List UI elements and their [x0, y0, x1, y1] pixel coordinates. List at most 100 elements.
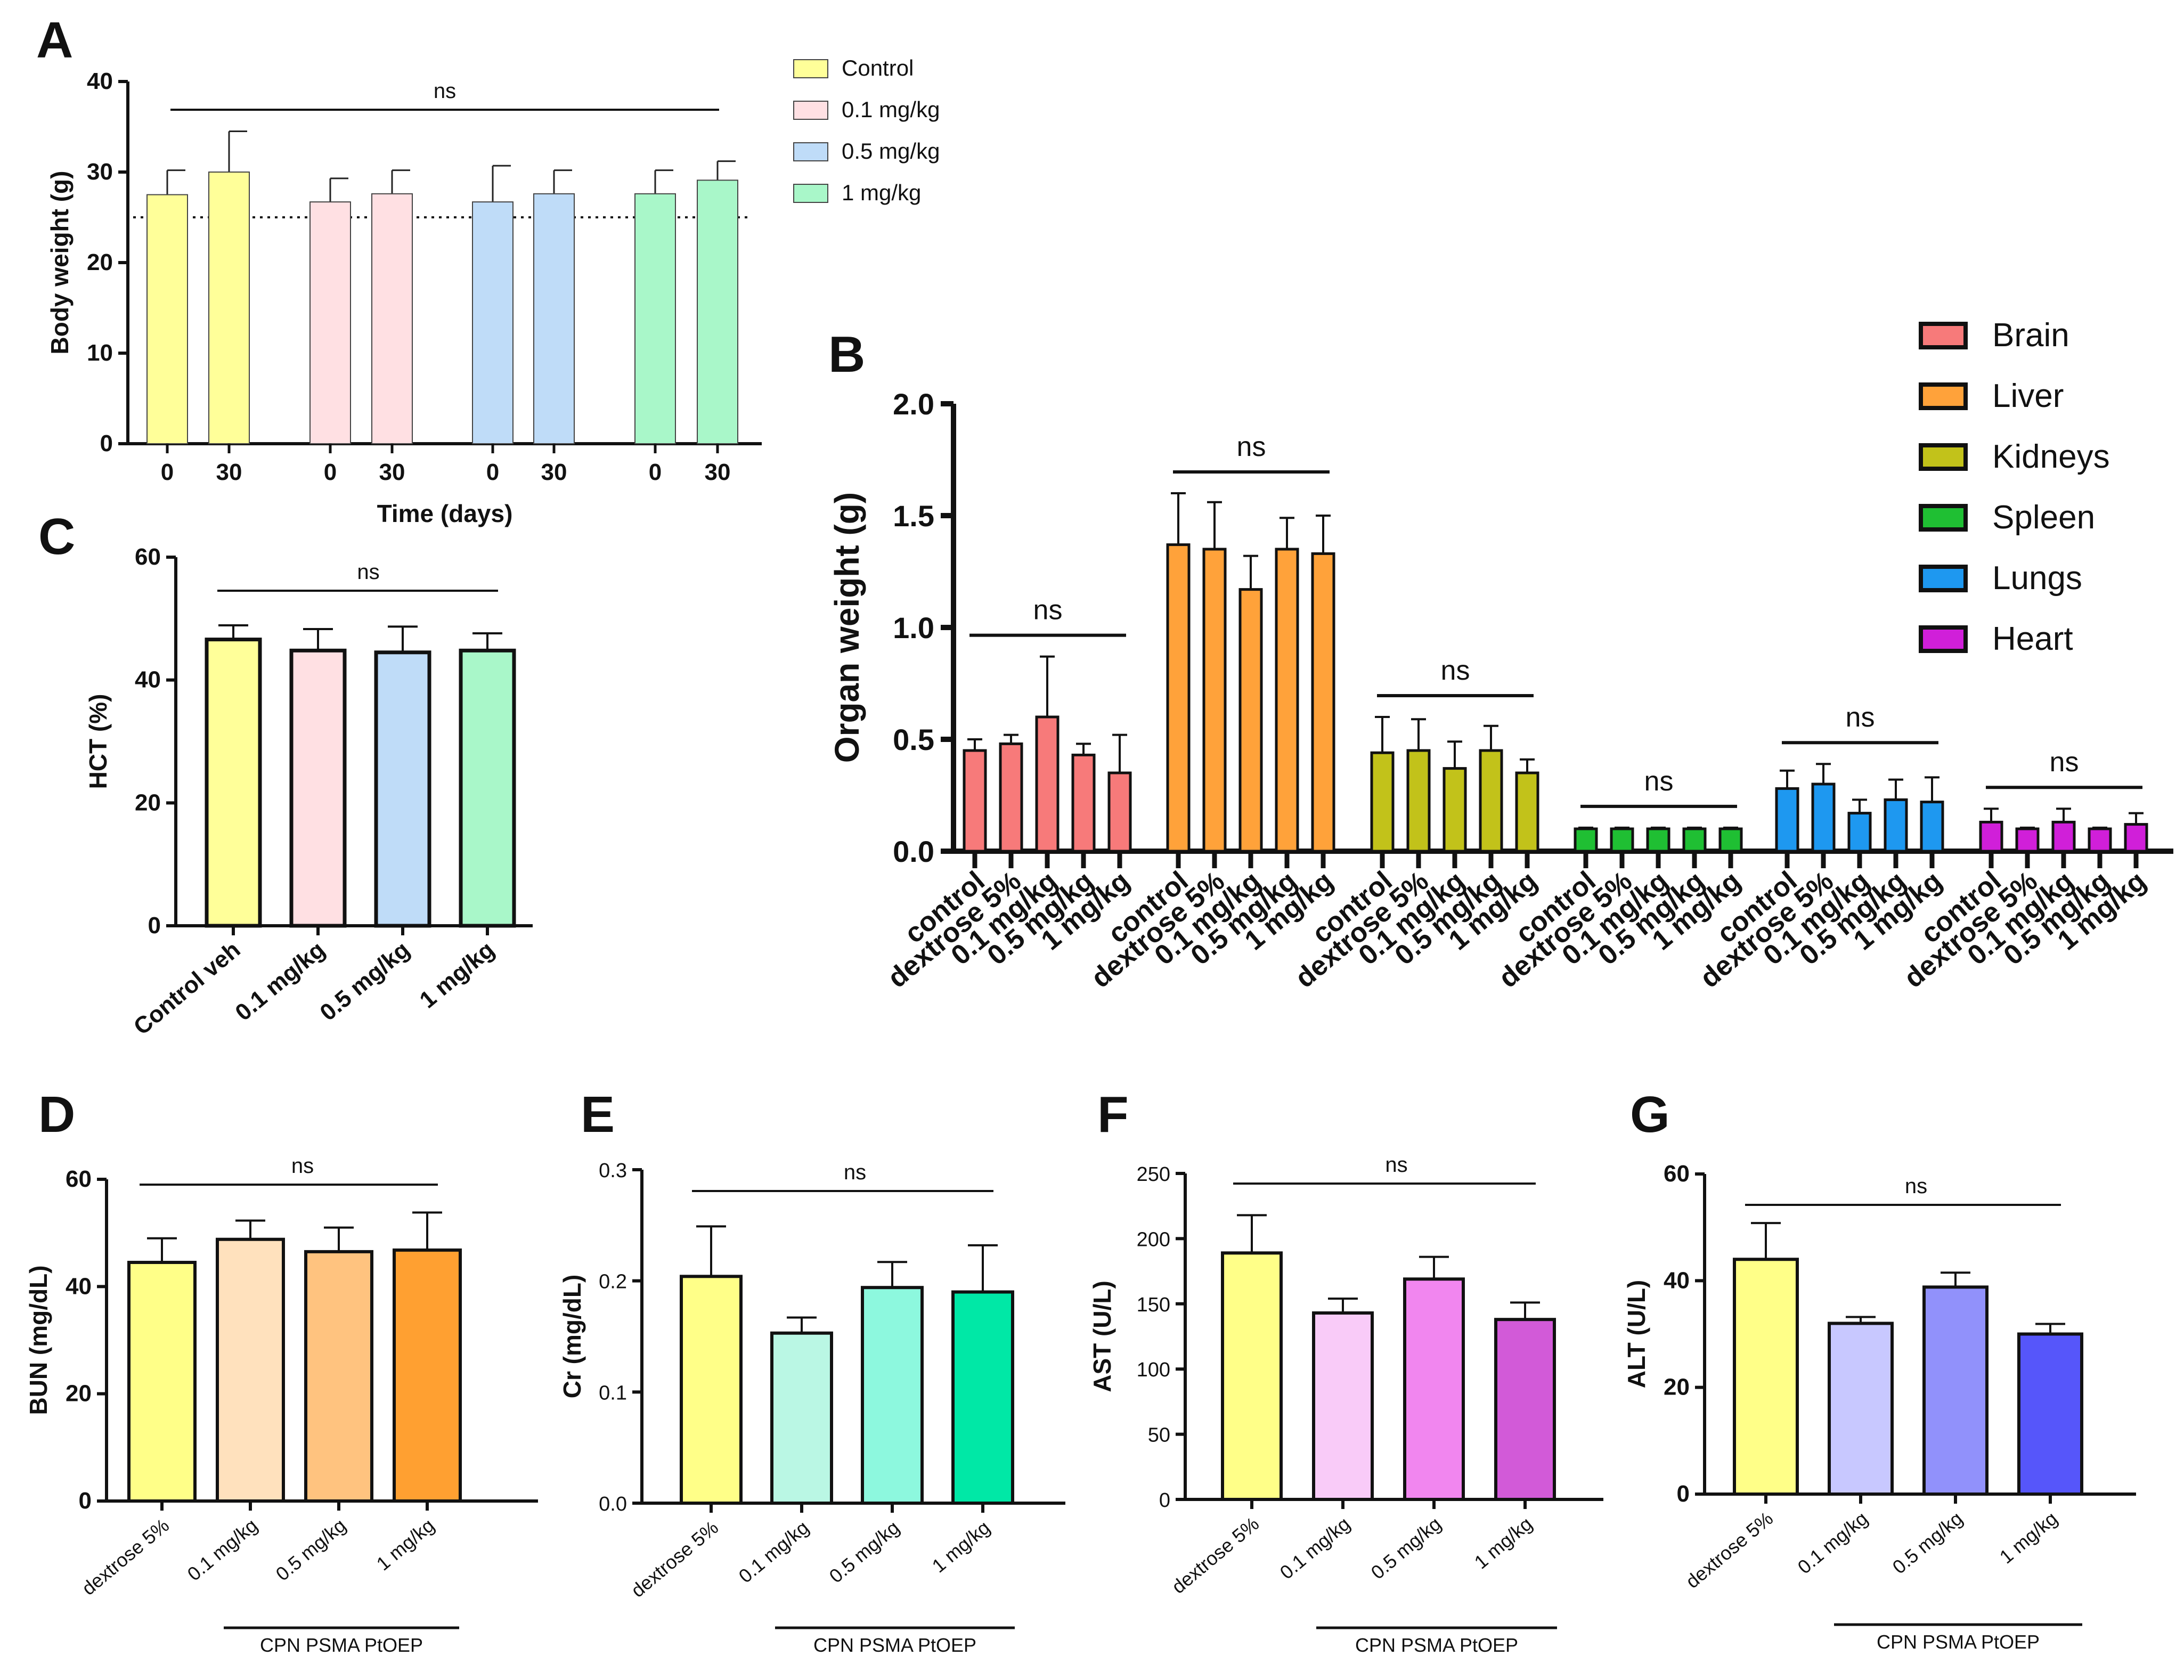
- y-axis-title: BUN (mg/dL): [25, 1265, 52, 1415]
- bar: [205, 638, 262, 928]
- bar: [1494, 1318, 1556, 1502]
- bar: [2017, 1332, 2083, 1496]
- bar: [1718, 827, 1743, 853]
- panel-d: D 0 20 40 60 BUN (mg/dL) dextrose 5% 0.1 mg/kg 0…: [25, 1086, 538, 1656]
- x-tick-label: 1 mg/kg: [1995, 1507, 2061, 1568]
- bar: [374, 650, 431, 928]
- bar: [1166, 543, 1191, 853]
- bar: [472, 201, 514, 444]
- x-tick-label: 0.1 mg/kg: [1276, 1513, 1354, 1584]
- x-tick-label: 0.1 mg/kg: [183, 1514, 262, 1585]
- bar: [680, 1275, 743, 1505]
- significance-label: ns: [291, 1154, 314, 1178]
- x-tick-label: 30: [379, 459, 405, 485]
- y-axis-title: Organ weight (g): [828, 492, 866, 763]
- bar: [1479, 749, 1503, 853]
- bar: [1443, 767, 1467, 853]
- y-tick-label: 0: [1677, 1481, 1690, 1507]
- legend-swatch: [793, 59, 828, 78]
- x-tick-label: 0: [161, 459, 174, 485]
- bar: [1238, 588, 1263, 853]
- bar: [2088, 827, 2112, 853]
- legend-label: 0.5 mg/kg: [842, 138, 940, 164]
- x-axis-title: Time (days): [377, 500, 513, 527]
- significance-label: ns: [1644, 766, 1674, 797]
- significance-label: ns: [1846, 702, 1875, 733]
- y-tick-label: 20: [1664, 1374, 1690, 1400]
- y-tick-label: 20: [135, 789, 161, 815]
- x-tick-label: 30: [216, 459, 242, 485]
- legend-label: Lungs: [1992, 560, 2082, 597]
- legend-label: 1 mg/kg: [842, 180, 921, 205]
- panel-e: E 0.0 0.1 0.2 0.3 Cr (mg/dL) dextrose 5% 0.1 mg…: [558, 1086, 1065, 1656]
- y-tick-label: 1.5: [893, 499, 934, 533]
- significance-label: ns: [434, 79, 456, 103]
- legend-swatch: [1919, 382, 1968, 410]
- bar: [1610, 827, 1634, 853]
- y-axis-title: HCT (%): [84, 694, 112, 789]
- significance-label: ns: [2050, 747, 2079, 778]
- y-tick-label: 250: [1137, 1163, 1170, 1186]
- bar: [1646, 827, 1670, 853]
- y-tick-label: 200: [1137, 1228, 1170, 1251]
- x-tick-label: 0: [324, 459, 337, 485]
- x-tick-label: 1 mg/kg: [1470, 1513, 1536, 1573]
- y-tick-label: 30: [87, 159, 113, 185]
- group-label: CPN PSMA PtOEP: [1877, 1631, 2040, 1653]
- significance-label: ns: [1033, 595, 1063, 626]
- bar: [1682, 827, 1707, 853]
- bar: [533, 193, 575, 444]
- bar: [1920, 801, 1944, 853]
- y-tick-label: 0.3: [599, 1160, 627, 1182]
- panel-a: A 0 10 20 30 40 Body weight (g) 0 30 0 30 0 30 0 30 Tim…: [36, 12, 940, 527]
- x-tick-label: Control veh: [129, 936, 246, 1040]
- bar: [1979, 820, 2003, 853]
- y-tick-label: 40: [1664, 1267, 1690, 1293]
- bar: [963, 749, 987, 853]
- significance-label: ns: [1385, 1153, 1407, 1177]
- panel-f: F 0 50 100 150 200 250 AST (U/L) dextrose 5% 0.1 …: [1088, 1086, 1603, 1656]
- legend-swatch: [1919, 322, 1968, 349]
- significance-label: ns: [1905, 1175, 1927, 1198]
- legend-label: Liver: [1992, 378, 2064, 414]
- y-tick-label: 0.2: [599, 1271, 627, 1293]
- x-tick-label: 1 mg/kg: [928, 1516, 994, 1577]
- x-tick-label: 0: [486, 459, 499, 485]
- x-tick-label: 0.5 mg/kg: [1367, 1513, 1445, 1584]
- bar: [1071, 753, 1096, 853]
- bar: [999, 742, 1023, 853]
- bar: [2015, 827, 2040, 853]
- bar: [371, 193, 413, 444]
- y-tick-label: 0: [100, 430, 113, 456]
- x-tick-label: 0.5 mg/kg: [825, 1516, 903, 1587]
- legend-label: Kidneys: [1992, 438, 2110, 475]
- x-tick-label: dextrose 5%: [1681, 1507, 1777, 1593]
- y-tick-label: 1.0: [893, 611, 934, 645]
- legend-swatch: [793, 142, 828, 161]
- bar: [2051, 820, 2076, 853]
- y-tick-label: 10: [87, 340, 113, 366]
- panel-letter: F: [1097, 1086, 1129, 1143]
- bar: [1922, 1285, 1989, 1496]
- x-tick-label: 1 mg/kg: [415, 936, 500, 1013]
- bar: [1311, 552, 1335, 853]
- y-tick-label: 0: [148, 912, 161, 939]
- bar: [1884, 798, 1908, 853]
- y-tick-label: 0: [1159, 1489, 1170, 1512]
- bar: [951, 1290, 1014, 1505]
- significance-label: ns: [357, 560, 379, 584]
- y-tick-label: 50: [1148, 1424, 1170, 1447]
- y-axis-title: AST (U/L): [1088, 1281, 1116, 1392]
- bar: [1515, 771, 1539, 853]
- bar: [1312, 1311, 1374, 1502]
- bar: [1035, 715, 1060, 853]
- y-tick-label: 60: [66, 1166, 92, 1192]
- x-tick-label: 30: [705, 459, 731, 485]
- y-tick-label: 0.1: [599, 1382, 627, 1404]
- group-label: CPN PSMA PtOEP: [260, 1634, 423, 1656]
- y-tick-label: 0.5: [893, 723, 934, 756]
- x-tick-label: 0: [649, 459, 662, 485]
- legend-swatch: [1919, 443, 1968, 471]
